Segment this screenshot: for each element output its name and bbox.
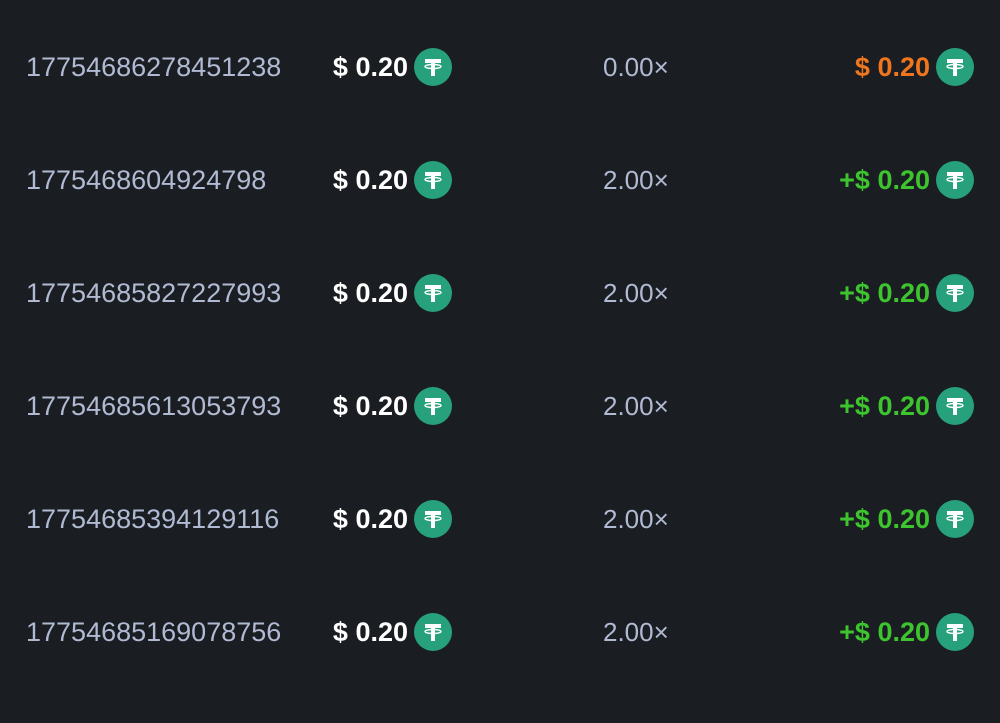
tether-usdt-icon — [414, 161, 452, 199]
tether-usdt-icon — [414, 500, 452, 538]
bet-amount: $ 0.20 — [333, 489, 452, 549]
multiplier: 0.00× — [603, 52, 669, 82]
tether-usdt-icon — [936, 500, 974, 538]
bet-row[interactable]: 1775468604924798 $ 0.20 2.00× +$ 0.20 — [0, 150, 1000, 210]
multiplier: 2.00× — [603, 278, 669, 308]
bet-id[interactable]: 17754685827227993 — [26, 278, 282, 308]
tether-usdt-icon — [936, 387, 974, 425]
bet-row[interactable]: 17754686278451238 $ 0.20 0.00× $ 0.20 — [0, 37, 1000, 97]
bet-amount-value: $ 0.20 — [332, 164, 408, 195]
bet-amount-value: $ 0.20 — [332, 503, 408, 534]
payout: +$ 0.20 — [839, 602, 974, 662]
tether-usdt-icon — [414, 274, 452, 312]
tether-usdt-icon — [414, 613, 452, 651]
tether-usdt-icon — [414, 48, 452, 86]
bet-amount: $ 0.20 — [333, 376, 452, 436]
bet-amount: $ 0.20 — [333, 263, 452, 323]
bet-amount: $ 0.20 — [333, 150, 452, 210]
multiplier: 2.00× — [603, 165, 669, 195]
bet-id[interactable]: 17754685169078756 — [26, 617, 282, 647]
tether-usdt-icon — [936, 613, 974, 651]
bet-id[interactable]: 17754685394129116 — [26, 504, 280, 534]
tether-usdt-icon — [936, 274, 974, 312]
payout-value: +$ 0.20 — [839, 616, 930, 647]
bet-amount-value: $ 0.20 — [332, 390, 408, 421]
payout-value: +$ 0.20 — [839, 164, 930, 195]
bet-id[interactable]: 17754686278451238 — [26, 52, 282, 82]
bet-amount-value: $ 0.20 — [332, 277, 408, 308]
payout-value: +$ 0.20 — [839, 390, 930, 421]
payout: +$ 0.20 — [839, 150, 974, 210]
payout-value: +$ 0.20 — [839, 277, 930, 308]
bet-amount: $ 0.20 — [333, 602, 452, 662]
multiplier: 2.00× — [603, 617, 669, 647]
bet-id[interactable]: 1775468604924798 — [26, 165, 267, 195]
bet-amount: $ 0.20 — [333, 37, 452, 97]
payout: $ 0.20 — [855, 37, 974, 97]
payout: +$ 0.20 — [839, 376, 974, 436]
bet-amount-value: $ 0.20 — [332, 616, 408, 647]
bet-row[interactable]: 17754685827227993 $ 0.20 2.00× +$ 0.20 — [0, 263, 1000, 323]
payout-value: $ 0.20 — [854, 51, 930, 82]
payout: +$ 0.20 — [839, 489, 974, 549]
bet-row[interactable]: 17754685613053793 $ 0.20 2.00× +$ 0.20 — [0, 376, 1000, 436]
bet-id[interactable]: 17754685613053793 — [26, 391, 282, 421]
payout: +$ 0.20 — [839, 263, 974, 323]
tether-usdt-icon — [936, 161, 974, 199]
multiplier: 2.00× — [603, 391, 669, 421]
bet-row[interactable]: 17754685394129116 $ 0.20 2.00× +$ 0.20 — [0, 489, 1000, 549]
tether-usdt-icon — [936, 48, 974, 86]
tether-usdt-icon — [414, 387, 452, 425]
bet-row[interactable]: 17754685169078756 $ 0.20 2.00× +$ 0.20 — [0, 602, 1000, 662]
payout-value: +$ 0.20 — [839, 503, 930, 534]
multiplier: 2.00× — [603, 504, 669, 534]
bet-amount-value: $ 0.20 — [332, 51, 408, 82]
